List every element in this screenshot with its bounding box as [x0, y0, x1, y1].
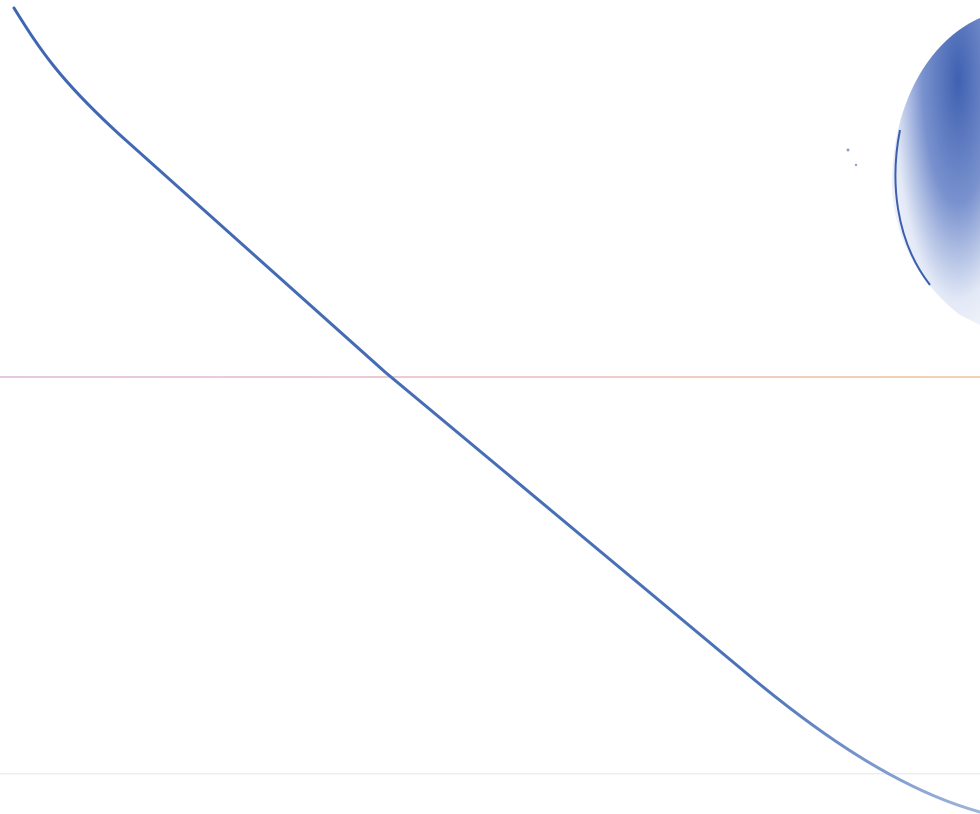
curve — [12, 6, 980, 814]
divider — [0, 376, 980, 378]
speck — [854, 163, 858, 167]
globe-edge — [894, 129, 931, 286]
globe — [891, 18, 980, 325]
speck — [846, 148, 850, 152]
divider — [0, 773, 980, 775]
